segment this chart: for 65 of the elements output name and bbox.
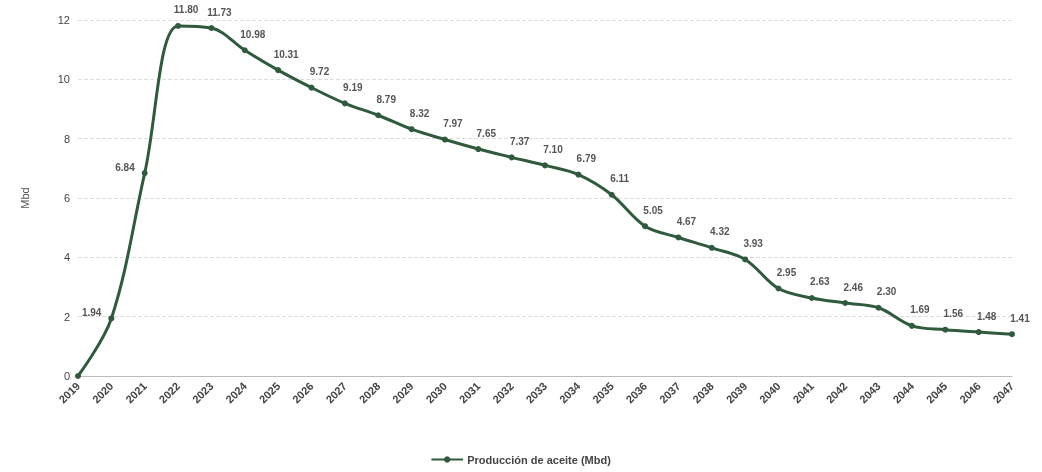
data-label: 9.19 — [343, 81, 364, 93]
point — [742, 256, 749, 263]
data-label: 4.67 — [676, 215, 697, 227]
data-label: 1.69 — [910, 304, 931, 316]
y-tick-label: 8 — [63, 132, 70, 145]
point — [775, 285, 782, 292]
point — [75, 373, 81, 379]
data-label: 8.32 — [409, 107, 430, 119]
data-label: 10.31 — [273, 48, 300, 60]
point — [642, 223, 649, 230]
y-tick-label: 6 — [63, 192, 70, 204]
data-label: 7.10 — [543, 143, 564, 155]
point — [542, 162, 548, 169]
y-axis-title: Mbd — [18, 187, 31, 209]
y-tick-label: 2 — [63, 310, 70, 323]
point — [675, 234, 682, 241]
point — [475, 146, 482, 153]
data-label: 4.32 — [710, 226, 730, 238]
data-label: 1.94 — [81, 306, 102, 318]
data-label: 2.63 — [810, 276, 831, 288]
data-label: 1.48 — [976, 310, 997, 322]
data-label: 11.73 — [207, 6, 233, 18]
point — [808, 294, 815, 301]
data-label: 11.80 — [173, 4, 199, 16]
data-label: 2.46 — [843, 281, 864, 293]
point — [875, 304, 882, 311]
data-label: 6.79 — [576, 153, 597, 165]
point — [408, 126, 415, 133]
point — [108, 315, 115, 322]
data-label: 10.98 — [240, 28, 266, 40]
point — [908, 322, 915, 329]
data-label: 9.72 — [309, 66, 330, 78]
data-label: 7.65 — [476, 127, 497, 139]
point — [175, 22, 182, 29]
point — [375, 112, 382, 119]
point — [842, 300, 849, 307]
point — [1009, 331, 1015, 338]
data-label: 1.56 — [943, 308, 964, 320]
data-label: 7.97 — [443, 118, 464, 130]
data-label: 2.95 — [776, 266, 797, 278]
y-tick-label: 12 — [57, 14, 70, 26]
data-label: 2.30 — [876, 286, 897, 298]
point — [608, 191, 615, 198]
data-label: 7.37 — [509, 135, 530, 147]
point — [275, 67, 282, 74]
point — [508, 154, 515, 161]
point — [975, 329, 982, 336]
data-label: 3.93 — [743, 237, 764, 249]
point — [708, 244, 715, 251]
point — [141, 170, 148, 177]
point — [942, 326, 949, 333]
point — [208, 25, 215, 32]
y-tick-label: 10 — [57, 73, 70, 86]
point — [441, 136, 448, 143]
data-label: 6.11 — [610, 173, 630, 185]
y-tick-label: 4 — [63, 251, 70, 264]
point — [575, 171, 582, 178]
point — [241, 47, 248, 54]
data-label: 1.41 — [1010, 312, 1031, 324]
y-tick-label: 0 — [63, 370, 70, 382]
point — [341, 100, 348, 107]
data-label: 8.79 — [376, 93, 397, 105]
data-label: 6.84 — [115, 161, 136, 173]
legend-label: Producción de aceite (Mbd) — [467, 453, 612, 466]
data-label: 5.05 — [643, 204, 664, 216]
